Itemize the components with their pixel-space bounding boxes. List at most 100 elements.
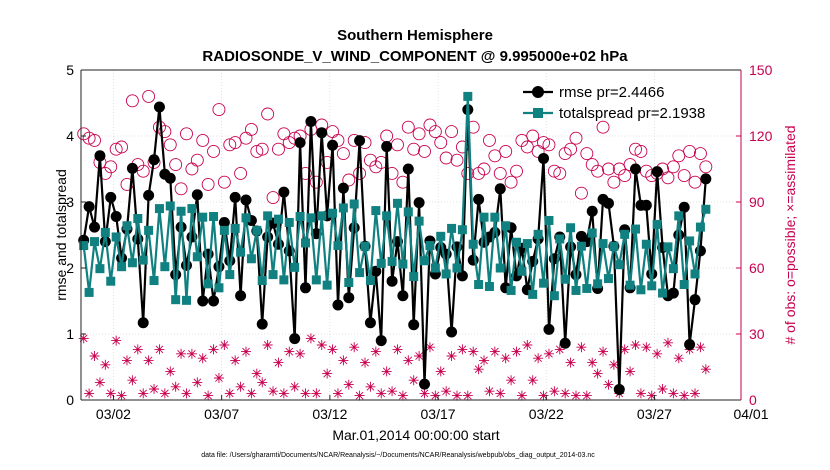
possible-marker — [499, 144, 513, 158]
totalspread-point — [301, 238, 311, 248]
totalspread-point — [501, 221, 511, 231]
possible-marker — [180, 127, 193, 141]
y-axis-label-right: # of obs: o=possible; ×=assimilated — [782, 125, 798, 344]
assimilated-marker — [278, 388, 289, 399]
assimilated-marker — [652, 348, 663, 359]
possible-marker — [109, 142, 123, 156]
assimilated-marker — [138, 388, 149, 399]
assimilated-marker — [695, 342, 706, 353]
totalspread-point — [695, 222, 705, 232]
assimilated-marker — [159, 388, 170, 399]
assimilated-marker — [181, 388, 192, 399]
possible-marker — [163, 138, 177, 152]
assimilated-marker — [305, 333, 316, 344]
assimilated-marker — [327, 344, 338, 355]
rmse-point — [651, 166, 663, 178]
totalspread-point — [382, 211, 392, 221]
rmse-point — [256, 318, 268, 330]
totalspread-point — [576, 241, 586, 251]
assimilated-marker — [230, 355, 241, 366]
assimilated-marker — [700, 364, 711, 375]
assimilated-marker — [381, 366, 392, 377]
possible-marker — [217, 175, 231, 189]
possible-marker — [223, 138, 237, 152]
assimilated-marker — [143, 355, 154, 366]
assimilated-marker — [581, 390, 592, 401]
totalspread-point — [506, 285, 516, 295]
assimilated-marker — [430, 390, 441, 401]
possible-marker — [201, 177, 215, 191]
totalspread-point — [263, 211, 273, 221]
rmse-point — [381, 141, 393, 153]
totalspread-point — [290, 262, 300, 272]
totalspread-point — [436, 231, 446, 241]
totalspread-point — [598, 239, 608, 249]
assimilated-marker — [641, 342, 652, 353]
assimilated-marker — [392, 344, 403, 355]
possible-marker — [547, 164, 561, 178]
totalspread-point — [701, 204, 711, 214]
assimilated-marker — [387, 386, 398, 397]
assimilated-marker — [78, 333, 89, 344]
assimilated-marker — [549, 386, 560, 397]
possible-marker — [591, 164, 605, 178]
data-file-footnote: data file: /Users/gharamti/Documents/NCA… — [201, 452, 595, 459]
totalspread-point — [647, 281, 657, 291]
assimilated-marker — [468, 346, 479, 357]
possible-marker — [261, 107, 275, 121]
assimilated-marker — [635, 388, 646, 399]
assimilated-marker — [311, 388, 322, 399]
totalspread-point — [154, 204, 164, 214]
possible-marker — [445, 125, 459, 139]
assimilated-marker — [630, 340, 641, 350]
rmse-point — [467, 254, 479, 266]
rmse-point — [224, 255, 236, 267]
possible-marker — [196, 133, 210, 147]
totalspread-point — [257, 276, 267, 286]
assimilated-marker — [89, 351, 100, 361]
rmse-point — [148, 154, 160, 166]
totalspread-point — [165, 201, 175, 211]
possible-marker — [537, 136, 550, 150]
rmse-point — [89, 221, 101, 233]
assimilated-marker — [560, 388, 571, 399]
assimilated-marker — [673, 353, 684, 364]
totalspread-point — [425, 241, 435, 251]
possible-marker — [272, 142, 285, 156]
possible-marker — [418, 144, 431, 158]
rmse-point — [126, 162, 138, 174]
rmse-point — [678, 201, 690, 213]
totalspread-point — [560, 274, 570, 284]
totalspread-point — [625, 280, 635, 290]
assimilated-marker — [397, 390, 408, 401]
assimilated-marker — [295, 348, 306, 359]
possible-marker — [88, 133, 101, 147]
assimilated-marker — [127, 375, 138, 386]
totalspread-point — [230, 223, 240, 233]
totalspread-point — [544, 215, 554, 225]
totalspread-point — [187, 204, 197, 214]
totalspread-point — [209, 212, 219, 222]
rmse-point — [364, 317, 376, 329]
rmse-point — [348, 222, 360, 234]
assimilated-marker — [235, 381, 246, 392]
possible-marker — [596, 120, 610, 134]
totalspread-point — [349, 199, 359, 209]
y-tick-label-right: 30 — [749, 326, 765, 342]
rmse-point — [402, 163, 414, 175]
totalspread-point — [522, 239, 532, 249]
rmse-point — [332, 299, 344, 311]
totalspread-point — [468, 239, 478, 249]
totalspread-point — [452, 263, 462, 273]
rmse-point — [456, 270, 468, 282]
rmse-point — [262, 231, 274, 243]
totalspread-point — [328, 208, 338, 218]
assimilated-marker — [251, 368, 262, 379]
totalspread-point — [344, 278, 354, 288]
rmse-point — [613, 383, 625, 395]
assimilated-marker — [565, 357, 576, 368]
totalspread-point — [84, 287, 94, 297]
assimilated-marker — [192, 377, 203, 388]
possible-marker — [612, 162, 626, 176]
y-tick-label: 1 — [66, 326, 74, 342]
